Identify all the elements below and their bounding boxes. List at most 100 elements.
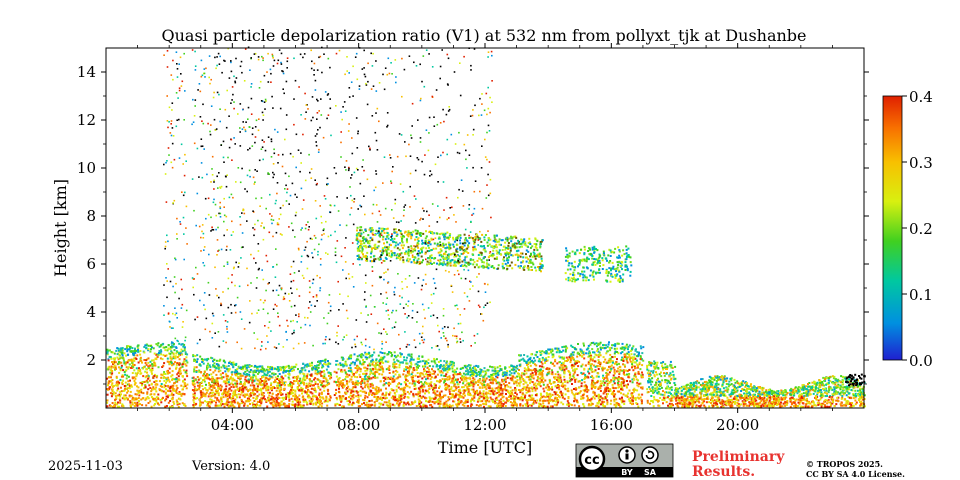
heatmap-cell-1576 — [583, 405, 586, 408]
heatmap-cell-3572 — [522, 383, 525, 386]
heatmap-cell-4787 — [531, 372, 534, 374]
heatmap-cell-1333 — [202, 358, 204, 361]
heatmap-cell-2769 — [374, 396, 377, 398]
heatmap-cell-3726 — [261, 392, 264, 395]
heatmap-cell-4164 — [486, 368, 489, 371]
heatmap-cell-3497 — [448, 367, 451, 370]
heatmap-cell-330 — [443, 381, 446, 384]
heatmap-cell-1553 — [636, 364, 639, 367]
heatmap-cell-4639 — [183, 404, 186, 406]
heatmap-cell-1458 — [579, 350, 582, 353]
heatmap-cell-735 — [569, 403, 572, 406]
heatmap-cell-3170 — [243, 404, 246, 407]
heatmap-cell-4426 — [547, 352, 550, 355]
heatmap-cell-2644 — [248, 373, 251, 376]
heatmap-cell-2174 — [414, 374, 417, 377]
heatmap-cell-398 — [595, 354, 598, 357]
heatmap-cell-1818 — [124, 387, 127, 390]
heatmap-cell-4703 — [314, 372, 317, 375]
heatmap-cell-375 — [364, 384, 367, 387]
heatmap-cell-3144 — [267, 370, 270, 373]
heatmap-cell-2675 — [249, 399, 252, 402]
heatmap-cell-414 — [587, 355, 590, 358]
heatmap-cell-3578 — [564, 388, 567, 391]
heatmap-cell-302 — [604, 387, 607, 390]
heatmap-cell-73 — [495, 382, 498, 385]
heatmap-cell-3445 — [199, 390, 202, 392]
heatmap-cell-1442 — [605, 376, 608, 379]
heatmap-cell-1168 — [308, 370, 311, 373]
heatmap-cell-3330 — [295, 395, 297, 397]
heatmap-cell-989 — [427, 362, 430, 365]
heatmap-cell-3876 — [143, 346, 146, 348]
heatmap-cell-4626 — [426, 389, 429, 392]
heatmap-cell-3162 — [619, 365, 622, 368]
heatmap-cell-4374 — [462, 382, 465, 385]
heatmap-cell-4113 — [578, 380, 581, 383]
heatmap-cell-341 — [294, 397, 297, 400]
heatmap-cell-2654 — [243, 385, 246, 388]
heatmap-cell-4808 — [155, 399, 158, 402]
heatmap-cell-3407 — [111, 351, 114, 354]
heatmap-cell-4869 — [239, 366, 242, 369]
heatmap-cell-3308 — [587, 397, 589, 400]
heatmap-cell-4439 — [173, 402, 176, 405]
heatmap-cell-751 — [260, 399, 263, 402]
heatmap-cell-4768 — [137, 386, 140, 389]
heatmap-cell-208 — [329, 362, 332, 365]
heatmap-cell-3201 — [109, 386, 112, 389]
heatmap-cell-1150 — [322, 397, 325, 400]
heatmap-cell-3821 — [424, 381, 427, 384]
heatmap-cell-2100 — [175, 366, 178, 369]
heatmap-cell-4734 — [333, 370, 336, 373]
heatmap-cell-2104 — [620, 392, 622, 395]
heatmap-cell-2686 — [536, 351, 538, 354]
heatmap-cell-1709 — [270, 382, 273, 385]
heatmap-cell-3167 — [481, 386, 484, 389]
heatmap-cell-1240 — [346, 382, 349, 385]
heatmap-cell-1509 — [174, 357, 177, 360]
heatmap-cell-2437 — [641, 386, 644, 389]
heatmap-cell-2904 — [518, 382, 521, 385]
heatmap-cell-4251 — [193, 368, 196, 371]
heatmap-cell-3931 — [133, 350, 136, 353]
heatmap-cell-4269 — [312, 366, 315, 369]
heatmap-cell-4876 — [379, 358, 382, 361]
heatmap-cell-2020 — [604, 367, 606, 370]
heatmap-cell-1318 — [276, 398, 279, 400]
heatmap-cell-1144 — [299, 382, 302, 385]
heatmap-cell-3697 — [418, 402, 421, 405]
heatmap-cell-4044 — [327, 360, 329, 362]
heatmap-cell-4760 — [169, 346, 172, 348]
heatmap-cell-281 — [151, 369, 154, 371]
heatmap-cell-2737 — [296, 376, 299, 379]
heatmap-cell-923 — [498, 381, 501, 384]
heatmap-cell-4457 — [468, 383, 470, 386]
heatmap-cell-4673 — [160, 349, 162, 352]
heatmap-cell-4118 — [395, 399, 398, 402]
heatmap-cell-427 — [122, 359, 125, 362]
heatmap-cell-4429 — [150, 383, 153, 386]
heatmap-cell-3912 — [555, 384, 558, 387]
heatmap-cell-2662 — [116, 356, 119, 359]
heatmap-cell-1456 — [160, 376, 163, 379]
heatmap-cell-2528 — [130, 385, 133, 388]
heatmap-cell-4983 — [376, 396, 379, 398]
heatmap-cell-4958 — [416, 357, 419, 360]
heatmap-cell-1376 — [616, 390, 619, 393]
heatmap-cell-3549 — [396, 398, 399, 400]
heatmap-cell-4354 — [140, 372, 143, 375]
heatmap-cell-4582 — [230, 363, 233, 366]
heatmap-cell-4947 — [490, 390, 493, 392]
heatmap-cell-282 — [563, 375, 566, 378]
heatmap-cell-3205 — [443, 374, 446, 377]
heatmap-cell-3254 — [284, 405, 287, 408]
heatmap-cell-4987 — [634, 373, 637, 376]
heatmap-cell-1072 — [254, 371, 257, 374]
heatmap-cell-1249 — [546, 359, 549, 362]
heatmap-cell-3602 — [405, 368, 408, 371]
heatmap-cell-1183 — [462, 380, 465, 383]
heatmap-cell-1759 — [527, 363, 530, 366]
heatmap-cell-1799 — [419, 390, 422, 393]
heatmap-cell-1640 — [164, 385, 167, 388]
